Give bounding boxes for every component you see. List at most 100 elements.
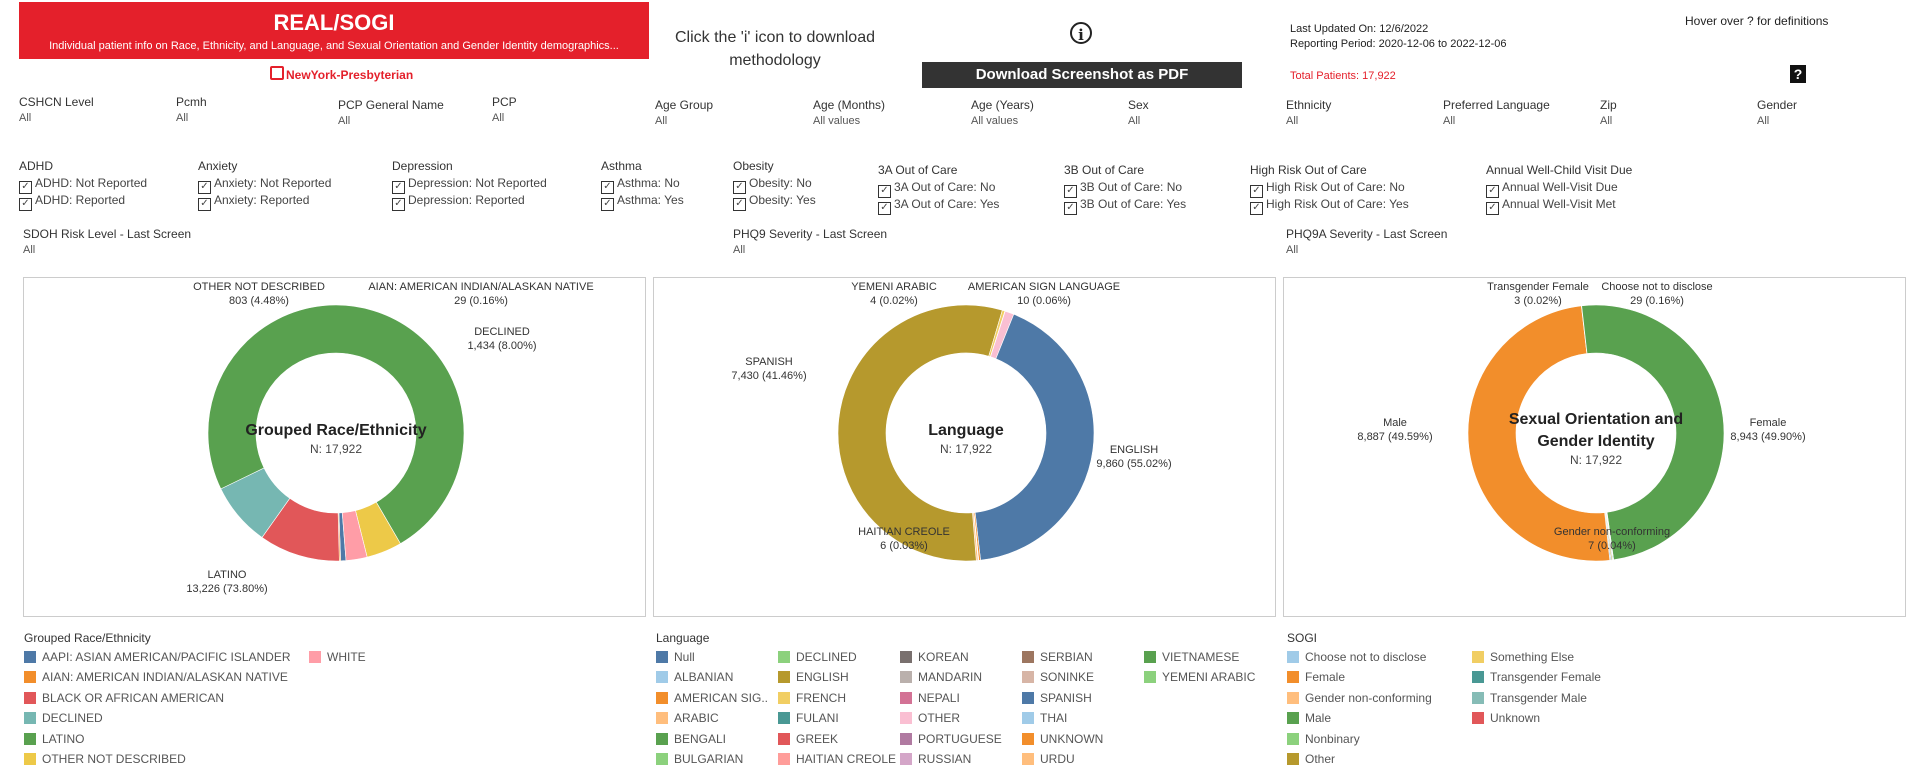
checkbox-option[interactable]: ✓ Depression: Reported	[392, 192, 547, 211]
filter-value[interactable]: All	[655, 115, 668, 127]
checkbox-checked-icon[interactable]: ✓	[878, 202, 891, 215]
legend-item-null[interactable]: Null	[656, 650, 695, 664]
slice-female[interactable]	[1467, 305, 1611, 562]
legend-item-aapi-asian-american-pacific-islander[interactable]: AAPI: ASIAN AMERICAN/PACIFIC ISLANDER	[24, 650, 291, 664]
legend-item-american-sig[interactable]: AMERICAN SIG..	[656, 691, 768, 705]
filter-value[interactable]: All	[1600, 115, 1613, 127]
legend-item-bulgarian[interactable]: BULGARIAN	[656, 752, 743, 766]
filter-ethnicity[interactable]: Ethnicity All	[1286, 98, 1331, 127]
checkbox-option[interactable]: ✓ 3B Out of Care: No	[1064, 179, 1186, 198]
checkbox-option[interactable]: ✓ Asthma: Yes	[601, 192, 684, 211]
filter-sex[interactable]: Sex All	[1128, 98, 1149, 127]
checkbox-checked-icon[interactable]: ✓	[878, 185, 891, 198]
filter-preferred-language[interactable]: Preferred Language All	[1443, 98, 1550, 127]
filter-sdoh-risk-level[interactable]: SDOH Risk Level - Last Screen All	[23, 227, 191, 256]
filter-value[interactable]: All	[1286, 244, 1299, 256]
legend-item-unknown[interactable]: UNKNOWN	[1022, 732, 1103, 746]
filter-cshcn-level[interactable]: CSHCN Level All	[19, 95, 94, 124]
legend-item-other[interactable]: Other	[1287, 752, 1335, 766]
filter-age-months[interactable]: Age (Months) All values	[813, 98, 885, 127]
legend-item-female[interactable]: Female	[1287, 670, 1345, 684]
checkbox-checked-icon[interactable]: ✓	[601, 198, 614, 211]
legend-item-albanian[interactable]: ALBANIAN	[656, 670, 733, 684]
checkbox-option[interactable]: ✓ Obesity: Yes	[733, 192, 816, 211]
legend-item-gender-non-conforming[interactable]: Gender non-conforming	[1287, 691, 1432, 705]
legend-item-vietnamese[interactable]: VIETNAMESE	[1144, 650, 1239, 664]
legend-item-transgender-male[interactable]: Transgender Male	[1472, 691, 1587, 705]
filter-pcp-general-name[interactable]: PCP General Name All	[338, 98, 444, 127]
legend-item-transgender-female[interactable]: Transgender Female	[1472, 670, 1601, 684]
legend-item-arabic[interactable]: ARABIC	[656, 711, 719, 725]
legend-item-english[interactable]: ENGLISH	[778, 670, 849, 684]
legend-item-portuguese[interactable]: PORTUGUESE	[900, 732, 1002, 746]
filter-pcmh[interactable]: Pcmh All	[176, 95, 207, 124]
checkbox-checked-icon[interactable]: ✓	[733, 181, 746, 194]
checkbox-option[interactable]: ✓ 3A Out of Care: Yes	[878, 196, 999, 215]
checkbox-checked-icon[interactable]: ✓	[733, 198, 746, 211]
legend-item-unknown[interactable]: Unknown	[1472, 711, 1540, 725]
legend-item-yemeni-arabic[interactable]: YEMENI ARABIC	[1144, 670, 1255, 684]
slice-other[interactable]	[1605, 512, 1613, 561]
checkbox-option[interactable]: ✓ Anxiety: Not Reported	[198, 175, 331, 194]
download-pdf-button[interactable]: Download Screenshot as PDF	[922, 62, 1242, 88]
legend-item-nonbinary[interactable]: Nonbinary	[1287, 732, 1360, 746]
legend-item-urdu[interactable]: URDU	[1022, 752, 1075, 766]
legend-item-choose-not-to-disclose[interactable]: Choose not to disclose	[1287, 650, 1426, 664]
legend-item-korean[interactable]: KOREAN	[900, 650, 969, 664]
checkbox-checked-icon[interactable]: ✓	[1064, 202, 1077, 215]
slice-white[interactable]	[341, 510, 368, 561]
slice-spanish[interactable]	[974, 313, 1095, 561]
legend-item-latino[interactable]: LATINO	[24, 732, 84, 746]
legend-item-other-not-described[interactable]: OTHER NOT DESCRIBED	[24, 752, 186, 766]
legend-item-nepali[interactable]: NEPALI	[900, 691, 960, 705]
checkbox-checked-icon[interactable]: ✓	[1486, 185, 1499, 198]
checkbox-option[interactable]: ✓ Anxiety: Reported	[198, 192, 331, 211]
checkbox-checked-icon[interactable]: ✓	[1250, 202, 1263, 215]
slice-yemeni-arabic[interactable]	[973, 512, 980, 561]
checkbox-checked-icon[interactable]: ✓	[19, 198, 32, 211]
info-icon[interactable]: i	[1070, 22, 1092, 44]
legend-item-other[interactable]: OTHER	[900, 711, 960, 725]
checkbox-checked-icon[interactable]: ✓	[198, 198, 211, 211]
legend-item-french[interactable]: FRENCH	[778, 691, 846, 705]
checkbox-checked-icon[interactable]: ✓	[19, 181, 32, 194]
checkbox-option[interactable]: ✓ 3B Out of Care: Yes	[1064, 196, 1186, 215]
legend-item-mandarin[interactable]: MANDARIN	[900, 670, 982, 684]
checkbox-option[interactable]: ✓ Annual Well-Visit Due	[1486, 179, 1632, 198]
slice-male[interactable]	[1581, 304, 1725, 561]
filter-age-group[interactable]: Age Group All	[655, 98, 713, 127]
legend-item-bengali[interactable]: BENGALI	[656, 732, 726, 746]
legend-item-greek[interactable]: GREEK	[778, 732, 838, 746]
filter-value[interactable]: All values	[813, 115, 861, 127]
checkbox-checked-icon[interactable]: ✓	[601, 181, 614, 194]
filter-zip[interactable]: Zip All	[1600, 98, 1617, 127]
legend-item-fulani[interactable]: FULANI	[778, 711, 839, 725]
legend-item-white[interactable]: WHITE	[309, 650, 366, 664]
checkbox-checked-icon[interactable]: ✓	[1250, 185, 1263, 198]
help-icon[interactable]: ?	[1790, 65, 1806, 83]
checkbox-checked-icon[interactable]: ✓	[1486, 202, 1499, 215]
filter-age-years[interactable]: Age (Years) All values	[971, 98, 1034, 127]
checkbox-option[interactable]: ✓ Annual Well-Visit Met	[1486, 196, 1632, 215]
slice-latino[interactable]	[207, 304, 465, 545]
filter-value[interactable]: All	[492, 112, 505, 124]
checkbox-option[interactable]: ✓ ADHD: Reported	[19, 192, 147, 211]
filter-value[interactable]: All	[1443, 115, 1456, 127]
filter-value[interactable]: All	[19, 112, 32, 124]
legend-item-russian[interactable]: RUSSIAN	[900, 752, 971, 766]
checkbox-checked-icon[interactable]: ✓	[392, 181, 405, 194]
checkbox-option[interactable]: ✓ Asthma: No	[601, 175, 684, 194]
checkbox-checked-icon[interactable]: ✓	[1064, 185, 1077, 198]
legend-item-serbian[interactable]: SERBIAN	[1022, 650, 1093, 664]
legend-item-spanish[interactable]: SPANISH	[1022, 691, 1092, 705]
checkbox-option[interactable]: ✓ Depression: Not Reported	[392, 175, 547, 194]
legend-item-male[interactable]: Male	[1287, 711, 1331, 725]
legend-item-thai[interactable]: THAI	[1022, 711, 1067, 725]
filter-pcp[interactable]: PCP All	[492, 95, 517, 124]
checkbox-option[interactable]: ✓ 3A Out of Care: No	[878, 179, 999, 198]
legend-item-black-or-african-american[interactable]: BLACK OR AFRICAN AMERICAN	[24, 691, 224, 705]
checkbox-option[interactable]: ✓ High Risk Out of Care: No	[1250, 179, 1409, 198]
filter-value[interactable]: All	[1286, 115, 1299, 127]
legend-item-declined[interactable]: DECLINED	[778, 650, 857, 664]
filter-value[interactable]: All	[176, 112, 189, 124]
